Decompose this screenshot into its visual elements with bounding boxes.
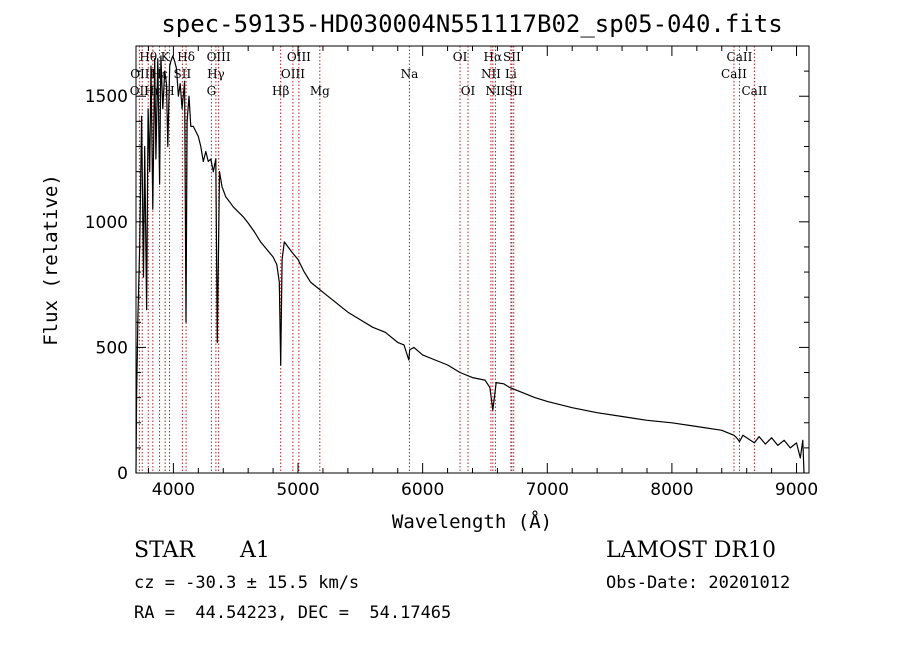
line-marker-label-18: OI xyxy=(461,84,476,98)
x-tick-label-2: 6000 xyxy=(401,480,444,500)
line-marker-label-22: SII xyxy=(503,50,521,64)
x-tick-label-4: 8000 xyxy=(650,480,693,500)
x-tick-label-5: 9000 xyxy=(775,480,818,500)
line-marker-label-25: CaII xyxy=(727,50,753,64)
x-tick-label-0: 4000 xyxy=(152,480,195,500)
axes: 4000 5000 6000 7000 8000 9000 0 500 1000 1500 xyxy=(85,45,818,500)
y-axis-label: Flux (relative) xyxy=(40,174,62,346)
x-tick-label-1: 5000 xyxy=(276,480,319,500)
line-marker-label-26: CaII xyxy=(721,67,747,81)
line-marker-label-8: Hδ xyxy=(177,50,195,64)
line-marker-label-27: CaII xyxy=(741,84,767,98)
x-tick-label-3: 7000 xyxy=(526,480,569,500)
line-marker-label-11: G xyxy=(207,84,217,98)
line-marker-label-21: NII xyxy=(485,84,505,98)
survey-name: LAMOST DR10 xyxy=(606,538,776,563)
coordinates: RA = 44.54223, DEC = 54.17465 xyxy=(134,603,452,623)
line-marker-label-13: OIII xyxy=(287,50,311,64)
line-marker-label-5: K xyxy=(161,50,171,64)
line-marker-label-14: OIII xyxy=(281,67,305,81)
line-marker-label-23: Li xyxy=(505,67,517,81)
line-marker-label-16: Na xyxy=(401,67,419,81)
line-marker-label-19: Hα xyxy=(484,50,503,64)
line-marker-label-12: Hβ xyxy=(272,84,289,98)
line-marker-label-20: NII xyxy=(481,67,501,81)
spectrum-line xyxy=(135,55,805,474)
line-marker-label-7: SII xyxy=(174,67,192,81)
spectral-class: STAR xyxy=(134,538,195,563)
line-marker-label-24: SII xyxy=(505,84,523,98)
line-marker-label-9: OIII xyxy=(207,50,231,64)
y-tick-label-0: 0 xyxy=(117,464,128,484)
y-tick-label-3: 1500 xyxy=(85,87,128,107)
line-marker-label-15: Mg xyxy=(310,84,330,98)
line-marker-label-0: OII xyxy=(130,84,150,98)
x-axis-label: Wavelength (Å) xyxy=(392,510,552,533)
plot-frame xyxy=(135,45,810,474)
spectrum-series xyxy=(135,55,805,474)
observation-date: Obs-Date: 20201012 xyxy=(606,573,791,593)
redshift-cz: cz = -30.3 ± 15.5 km/s xyxy=(134,573,360,593)
chart-title: spec-59135-HD030004N551117B02_sp05-040.f… xyxy=(161,10,782,38)
line-marker-label-17: OI xyxy=(453,50,468,64)
spectral-subclass: A1 xyxy=(240,538,270,563)
y-tick-label-1: 500 xyxy=(96,338,128,358)
line-marker-label-3: Hη xyxy=(144,84,162,98)
y-tick-label-2: 1000 xyxy=(85,213,128,233)
line-marker-label-10: Hγ xyxy=(207,67,225,81)
